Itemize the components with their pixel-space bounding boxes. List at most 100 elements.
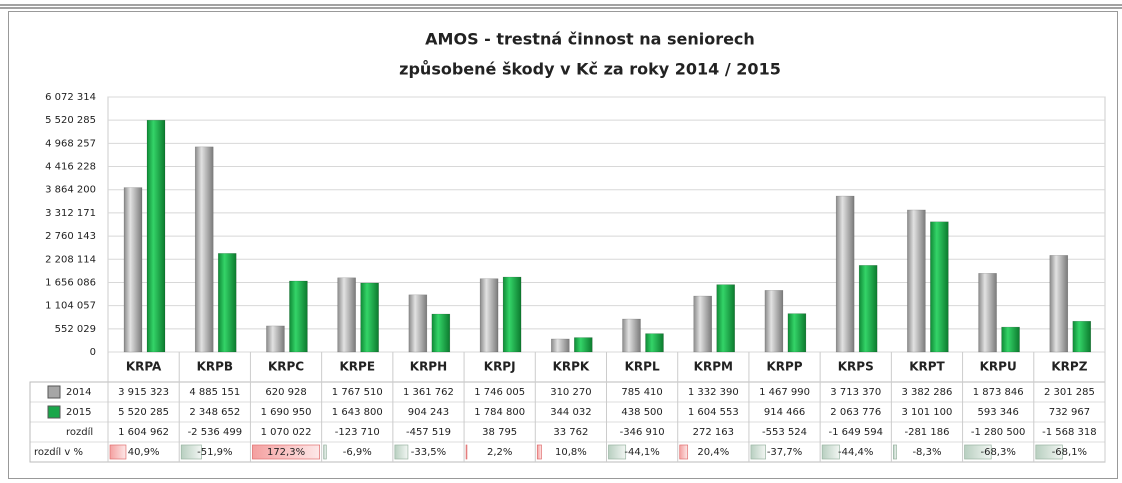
- bar: [622, 318, 641, 353]
- table-cell: 914 466: [764, 407, 805, 418]
- bar: [835, 195, 855, 353]
- table-cell: 2 063 776: [830, 407, 881, 418]
- x-tick-label: KRPE: [339, 360, 375, 374]
- table-cell: -553 524: [762, 427, 807, 438]
- x-tick-label: KRPS: [838, 360, 874, 374]
- bar: [858, 265, 878, 353]
- bar: [431, 313, 451, 353]
- table-cell: 40,9%: [128, 447, 160, 458]
- y-tick-label: 4 416 228: [45, 162, 96, 173]
- data-bar: [465, 444, 468, 460]
- table-cell: 2 301 285: [1044, 387, 1095, 398]
- table-cell: -457 519: [406, 427, 451, 438]
- data-bar: [750, 444, 766, 460]
- table-cell: 1 746 005: [474, 387, 525, 398]
- legend-swatch: [47, 405, 61, 419]
- y-tick-label: 1 656 086: [45, 277, 96, 288]
- table-cell: 1 604 962: [118, 427, 169, 438]
- table-cell: 1 767 510: [332, 387, 383, 398]
- table-cell: 732 967: [1049, 407, 1090, 418]
- table-cell: -44,4%: [838, 447, 873, 458]
- table-cell: 310 270: [550, 387, 591, 398]
- x-tick-label: KRPH: [410, 360, 447, 374]
- table-cell: 3 915 323: [118, 387, 169, 398]
- table-cell: 620 928: [265, 387, 306, 398]
- bar: [787, 313, 807, 353]
- x-tick-label: KRPA: [126, 360, 162, 374]
- bar: [551, 338, 570, 353]
- table-cell: -33,5%: [411, 447, 446, 458]
- x-tick-label: KRPK: [553, 360, 590, 374]
- table-cell: 1 604 553: [688, 407, 739, 418]
- table-cell: 1 784 800: [474, 407, 525, 418]
- table-cell: 2 348 652: [189, 407, 240, 418]
- table-cell: 1 873 846: [973, 387, 1024, 398]
- table-cell: 10,8%: [555, 447, 587, 458]
- bar: [217, 253, 237, 353]
- data-bar: [252, 444, 320, 460]
- y-tick-label: 0: [90, 347, 96, 358]
- table-cell: -51,9%: [197, 447, 232, 458]
- table-cell: 1 690 950: [261, 407, 312, 418]
- table-cell: -8,3%: [912, 447, 941, 458]
- table-cell: -68,3%: [980, 447, 1015, 458]
- legend-swatch: [47, 385, 61, 399]
- table-cell: 1 332 390: [688, 387, 739, 398]
- bar: [645, 333, 664, 353]
- x-tick-label: KRPP: [766, 360, 802, 374]
- y-tick-label: 3 312 171: [45, 208, 96, 219]
- table-cell: -1 568 318: [1042, 427, 1097, 438]
- chart-subtitle: způsobené škody v Kč za roky 2014 / 2015: [399, 60, 781, 79]
- table-cell: 785 410: [621, 387, 662, 398]
- x-tick-label: KRPM: [694, 360, 733, 374]
- bar: [1001, 326, 1020, 353]
- y-tick-label: 2 208 114: [45, 254, 96, 265]
- y-tick-label: 2 760 143: [45, 231, 96, 242]
- table-cell: -281 186: [904, 427, 949, 438]
- row-label: rozdíl: [66, 426, 93, 438]
- bar: [907, 209, 926, 353]
- table-cell: 904 243: [408, 407, 449, 418]
- bar: [716, 284, 735, 353]
- bar: [1049, 255, 1069, 353]
- data-bar: [964, 444, 992, 460]
- x-tick-label: KRPJ: [484, 360, 516, 374]
- bar: [289, 280, 308, 353]
- table-cell: 1 467 990: [759, 387, 810, 398]
- bar: [574, 337, 593, 353]
- chart-title: AMOS - trestná činnost na seniorech: [425, 30, 755, 49]
- table-cell: 3 713 370: [830, 387, 881, 398]
- data-bar: [323, 444, 327, 460]
- x-tick-label: KRPL: [625, 360, 660, 374]
- bar: [693, 295, 712, 353]
- x-tick-label: KRPT: [909, 360, 945, 374]
- y-tick-label: 3 864 200: [45, 185, 96, 196]
- x-tick-label: KRPU: [980, 360, 1017, 374]
- table-cell: 2,2%: [487, 447, 512, 458]
- data-bar: [109, 444, 127, 460]
- table-cell: 38 795: [482, 427, 517, 438]
- table-cell: 438 500: [621, 407, 662, 418]
- y-tick-label: 1 104 057: [45, 301, 96, 312]
- bar: [360, 282, 379, 353]
- bar: [266, 325, 285, 353]
- data-bar: [536, 444, 542, 460]
- table-cell: 1 361 762: [403, 387, 454, 398]
- table-cell: -2 536 499: [188, 427, 243, 438]
- data-bar: [821, 444, 840, 460]
- table-cell: 344 032: [550, 407, 591, 418]
- y-tick-label: 4 968 257: [45, 138, 96, 149]
- legend-label: 2014: [66, 387, 91, 398]
- table-cell: -1 280 500: [971, 427, 1026, 438]
- table-cell: -346 910: [620, 427, 665, 438]
- table-cell: 3 382 286: [902, 387, 953, 398]
- table-cell: -1 649 594: [828, 427, 883, 438]
- table-cell: 20,4%: [697, 447, 729, 458]
- y-tick-label: 552 029: [55, 324, 96, 335]
- bar: [194, 146, 214, 353]
- bar: [502, 276, 522, 353]
- table-cell: 3 101 100: [902, 407, 953, 418]
- data-bar: [679, 444, 689, 460]
- legend-label: 2015: [66, 407, 91, 418]
